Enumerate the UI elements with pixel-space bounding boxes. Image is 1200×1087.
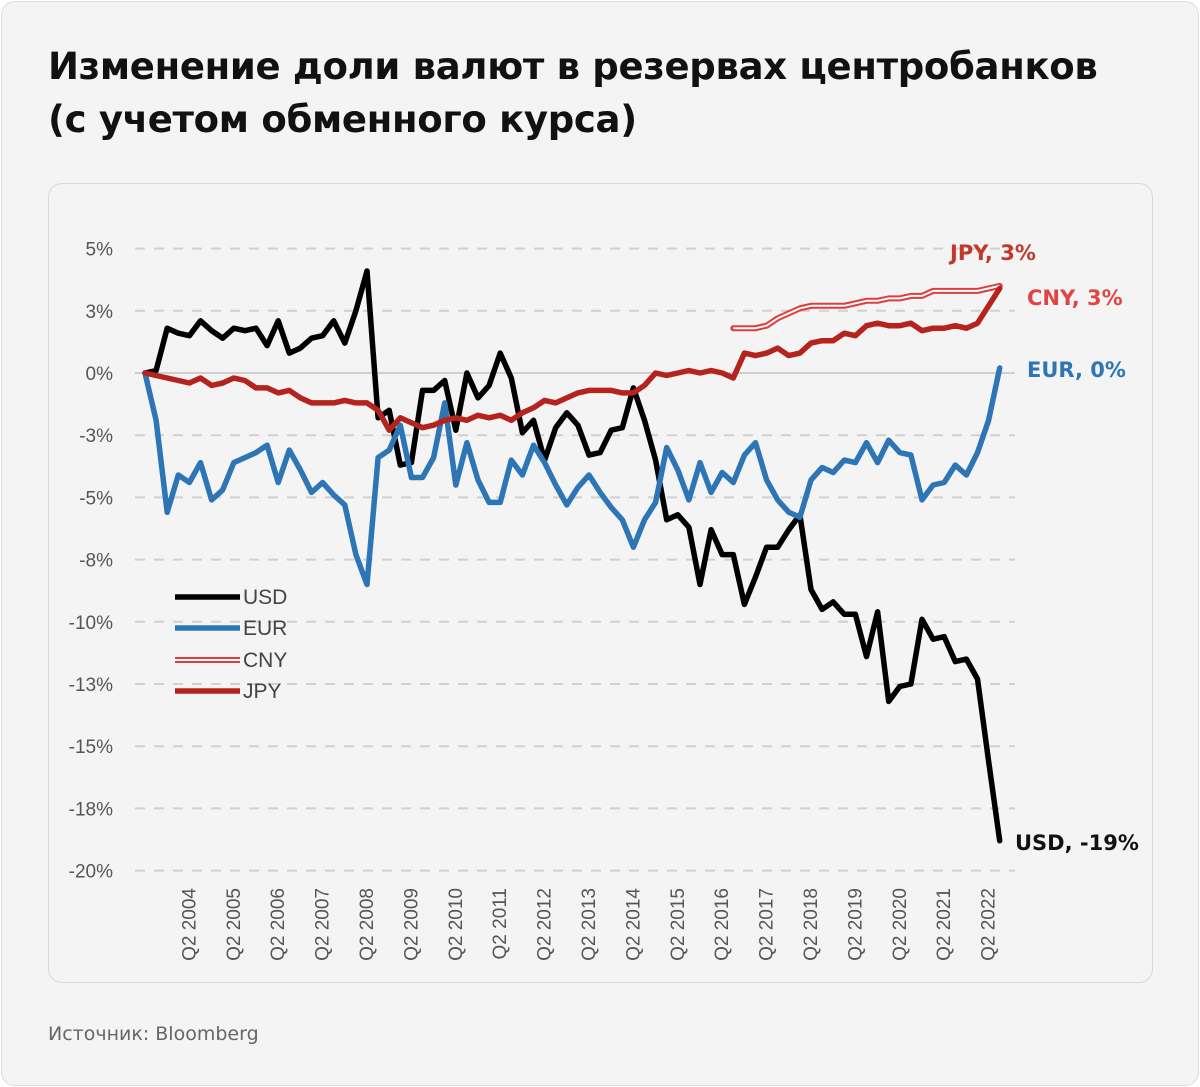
title-line-2: (с учетом обменного курса)	[48, 98, 637, 141]
chart-title: Изменение доли валют в резервах центроба…	[48, 40, 1098, 146]
x-tick-label: Q2 2018	[801, 888, 822, 961]
end-label-cny: CNY, 3%	[1027, 286, 1123, 310]
x-tick-label: Q2 2008	[357, 888, 378, 961]
y-tick-label: -13%	[69, 675, 113, 696]
y-tick-label: -20%	[69, 862, 113, 883]
x-tick-label: Q2 2004	[179, 888, 200, 961]
legend-label-usd: USD	[243, 586, 287, 609]
series-eur-line	[142, 365, 1003, 588]
x-tick-label: Q2 2011	[490, 888, 511, 959]
x-tick-label: Q2 2006	[268, 888, 289, 961]
series-jpy-line	[142, 285, 1003, 433]
x-tick-label: Q2 2013	[579, 888, 600, 961]
y-tick-label: 5%	[86, 240, 114, 261]
x-tick-label: Q2 2007	[313, 888, 334, 961]
x-tick-label: Q2 2016	[712, 888, 733, 961]
y-tick-label: -15%	[69, 737, 113, 758]
end-label-usd: USD, -19%	[1015, 831, 1139, 855]
y-axis: 5% 3% 0% -3% -5% -8% -10% -13% -15% -18% -20%	[69, 240, 113, 883]
y-tick-label: 3%	[86, 302, 114, 323]
x-axis: Q2 2004 Q2 2005 Q2 2006 Q2 2007 Q2 2008 Q2 20…	[179, 888, 999, 961]
x-tick-label: Q2 2022	[979, 888, 1000, 961]
x-tick-label: Q2 2015	[668, 888, 689, 961]
series-lines	[142, 268, 1003, 844]
end-label-jpy: JPY, 3%	[948, 241, 1036, 265]
x-tick-label: Q2 2020	[890, 888, 911, 961]
series-cny-line-inner	[733, 284, 1000, 330]
x-tick-label: Q2 2005	[224, 888, 245, 961]
y-tick-label: -8%	[79, 551, 113, 572]
x-tick-label: Q2 2021	[934, 888, 955, 961]
x-tick-label: Q2 2017	[757, 888, 778, 961]
x-tick-label: Q2 2010	[446, 888, 467, 961]
legend-label-jpy: JPY	[243, 680, 282, 703]
y-tick-label: 0%	[86, 364, 114, 385]
grid	[135, 247, 1015, 872]
x-tick-label: Q2 2012	[535, 888, 556, 961]
x-tick-label: Q2 2009	[401, 888, 422, 961]
source-note: Источник: Bloomberg	[48, 1023, 259, 1045]
y-tick-label: -10%	[69, 613, 113, 634]
chart-panel	[48, 183, 1153, 983]
legend-label-cny: CNY	[243, 649, 287, 672]
legend-label-eur: EUR	[243, 617, 287, 640]
series-usd-line	[142, 268, 1003, 844]
end-labels: USD, -19% EUR, 0% CNY, 3% JPY, 3%	[948, 241, 1139, 855]
title-line-1: Изменение доли валют в резервах центроба…	[48, 45, 1098, 88]
end-label-eur: EUR, 0%	[1027, 358, 1126, 382]
legend: USD EUR CNY JPY	[175, 586, 287, 703]
x-tick-label: Q2 2014	[623, 888, 644, 961]
y-tick-label: -18%	[69, 799, 113, 820]
y-tick-label: -5%	[79, 488, 113, 509]
y-tick-label: -3%	[79, 426, 113, 447]
x-tick-label: Q2 2019	[845, 888, 866, 961]
